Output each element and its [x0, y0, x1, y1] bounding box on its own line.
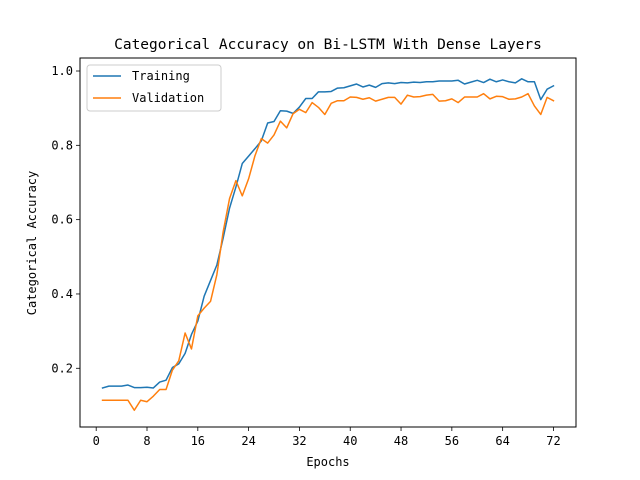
x-tick-label: 40 — [343, 434, 357, 448]
x-tick-label: 72 — [546, 434, 560, 448]
x-tick-label: 64 — [495, 434, 509, 448]
axes-frame — [79, 57, 577, 428]
x-tick-label: 56 — [445, 434, 459, 448]
y-tick-label: 0.8 — [51, 138, 73, 152]
x-tick-label: 0 — [93, 434, 100, 448]
x-axis-label: Epochs — [306, 455, 349, 469]
y-tick-label: 0.4 — [51, 287, 73, 301]
series-line-validation — [101, 92, 555, 412]
x-tick-label: 48 — [394, 434, 408, 448]
y-tick-label: 0.2 — [51, 361, 73, 375]
legend: Training Validation — [86, 64, 222, 112]
y-tick-label: 0.6 — [51, 213, 73, 227]
legend-label-training: Training — [132, 69, 190, 83]
chart-title: Categorical Accuracy on Bi-LSTM With Den… — [114, 37, 542, 53]
y-axis-ticks: 0.2 0.4 0.6 0.8 1.0 — [51, 64, 80, 375]
legend-label-validation: Validation — [132, 91, 204, 105]
y-axis-label: Categorical Accuracy — [25, 171, 39, 316]
x-tick-label: 32 — [292, 434, 306, 448]
plot-area: 0 8 16 24 32 40 48 56 64 72 0.2 0.4 0.6 0.8 1.0 — [51, 57, 577, 448]
x-tick-label: 24 — [241, 434, 255, 448]
x-axis-ticks: 0 8 16 24 32 40 48 56 64 72 — [93, 427, 561, 448]
x-tick-label: 8 — [143, 434, 150, 448]
series-line-training — [101, 78, 555, 389]
series-group — [101, 78, 555, 412]
x-tick-label: 16 — [191, 434, 205, 448]
y-tick-label: 1.0 — [51, 64, 73, 78]
